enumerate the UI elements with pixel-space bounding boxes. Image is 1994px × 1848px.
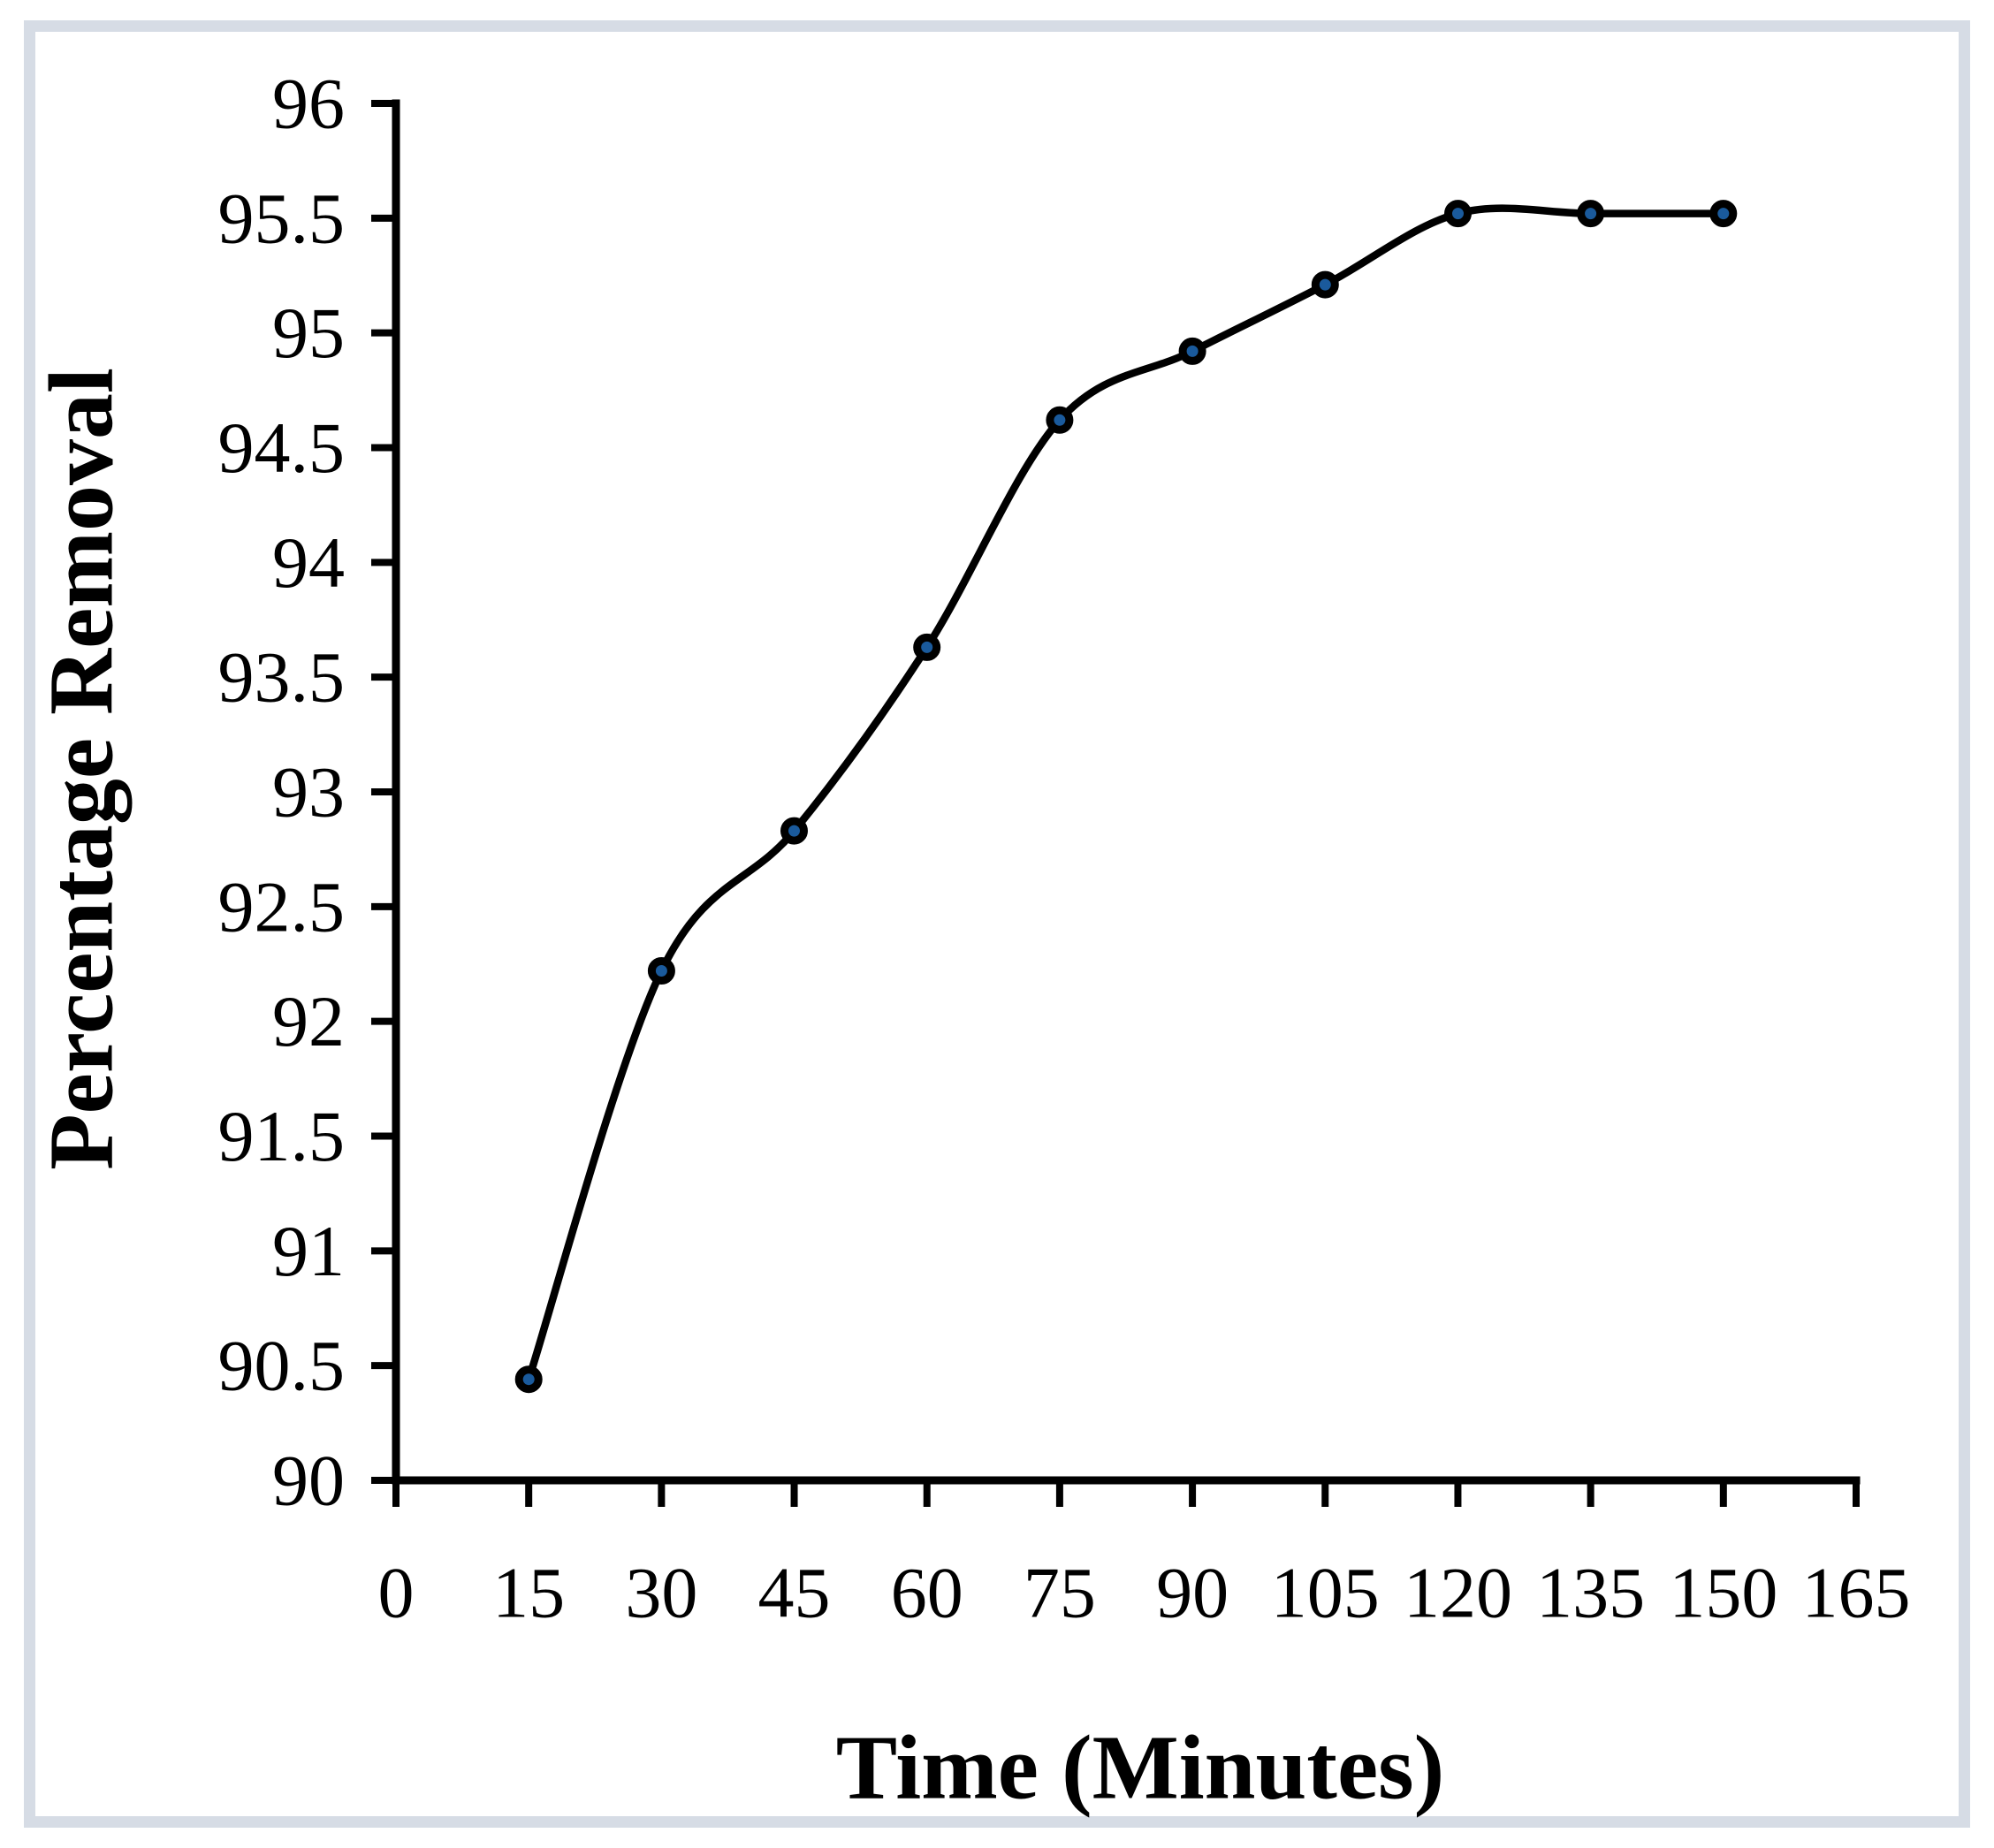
- y-tick-label: 95.5: [218, 178, 346, 258]
- x-tick-label: 105: [1271, 1553, 1380, 1633]
- y-axis-title: Percentage Removal: [31, 368, 133, 1170]
- y-tick-label: 90.5: [218, 1326, 346, 1406]
- data-point-marker: [1178, 337, 1206, 365]
- data-point-marker: [647, 957, 675, 985]
- y-tick-label: 93.5: [218, 637, 346, 718]
- x-tick-label: 15: [492, 1553, 565, 1633]
- x-tick-label: 45: [758, 1553, 831, 1633]
- y-tick-label: 96: [272, 64, 345, 144]
- y-tick-label: 93: [272, 752, 345, 833]
- y-tick-label: 90: [272, 1441, 345, 1521]
- x-tick-label: 150: [1669, 1553, 1777, 1633]
- x-tick-label: 0: [378, 1553, 415, 1633]
- data-point-marker: [913, 633, 941, 661]
- data-point-marker: [1444, 200, 1472, 228]
- y-tick-label: 92.5: [218, 866, 346, 947]
- data-point-marker: [1311, 270, 1339, 299]
- y-tick-labels: 90 90.5 91 91.5 92 92.5 93 93.5 94 94.5 95 95.5 96: [218, 64, 346, 1521]
- x-tick-label: 75: [1024, 1553, 1096, 1633]
- data-point-marker: [1577, 200, 1605, 228]
- data-point-marker: [514, 1365, 543, 1394]
- series-line: [524, 204, 1728, 1383]
- x-tick-label: 30: [625, 1553, 697, 1633]
- data-point-marker: [780, 817, 808, 845]
- data-point-marker: [1709, 200, 1738, 228]
- tick-marks: [371, 100, 1860, 1507]
- axes: [392, 99, 1861, 1485]
- x-tick-label: 120: [1404, 1553, 1512, 1633]
- x-tick-label: 165: [1802, 1553, 1911, 1633]
- y-tick-label: 92: [272, 981, 345, 1061]
- chart-frame-border: [24, 20, 1970, 1828]
- data-point-marker: [1046, 406, 1074, 434]
- y-tick-label: 91.5: [218, 1096, 346, 1176]
- y-tick-label: 94.5: [218, 407, 346, 488]
- x-tick-label: 60: [891, 1553, 963, 1633]
- x-axis-title: Time (Minutes): [836, 1717, 1444, 1819]
- y-tick-label: 94: [272, 522, 345, 603]
- data-series: [514, 200, 1738, 1394]
- x-tick-label: 90: [1156, 1553, 1229, 1633]
- y-tick-label: 95: [272, 293, 345, 373]
- x-tick-labels: 0 15 30 45 60 75 90 105 120 135 150 165: [378, 1553, 1911, 1633]
- x-tick-label: 135: [1536, 1553, 1645, 1633]
- y-tick-label: 91: [272, 1211, 345, 1291]
